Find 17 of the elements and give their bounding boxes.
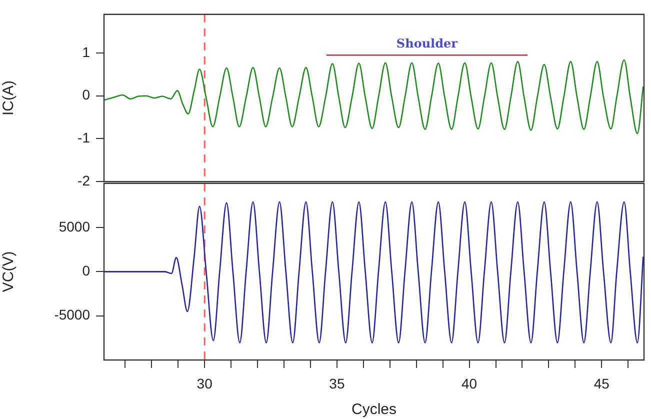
y-tick-label: -1 xyxy=(78,130,90,146)
line-series xyxy=(104,201,644,344)
y-tick-label: 0 xyxy=(82,262,90,279)
y-tick-label: 0 xyxy=(82,86,90,103)
y-axis-title: VC(V) xyxy=(0,251,18,292)
x-tick-label: 35 xyxy=(329,375,345,392)
line-series xyxy=(104,59,644,134)
y-tick-label: 1 xyxy=(82,44,90,60)
annotation: Shoulder xyxy=(396,36,458,50)
y-tick-label: -2 xyxy=(78,172,90,188)
y-tick-label: -5000 xyxy=(54,306,90,323)
x-tick-label: 40 xyxy=(462,375,478,392)
x-tick-label: 45 xyxy=(594,375,610,392)
x-axis-title: Cycles xyxy=(351,401,397,418)
y-tick-label: 5000 xyxy=(58,218,90,234)
x-tick-label: 30 xyxy=(196,375,213,392)
y-axis-title: IC(A) xyxy=(0,80,18,116)
